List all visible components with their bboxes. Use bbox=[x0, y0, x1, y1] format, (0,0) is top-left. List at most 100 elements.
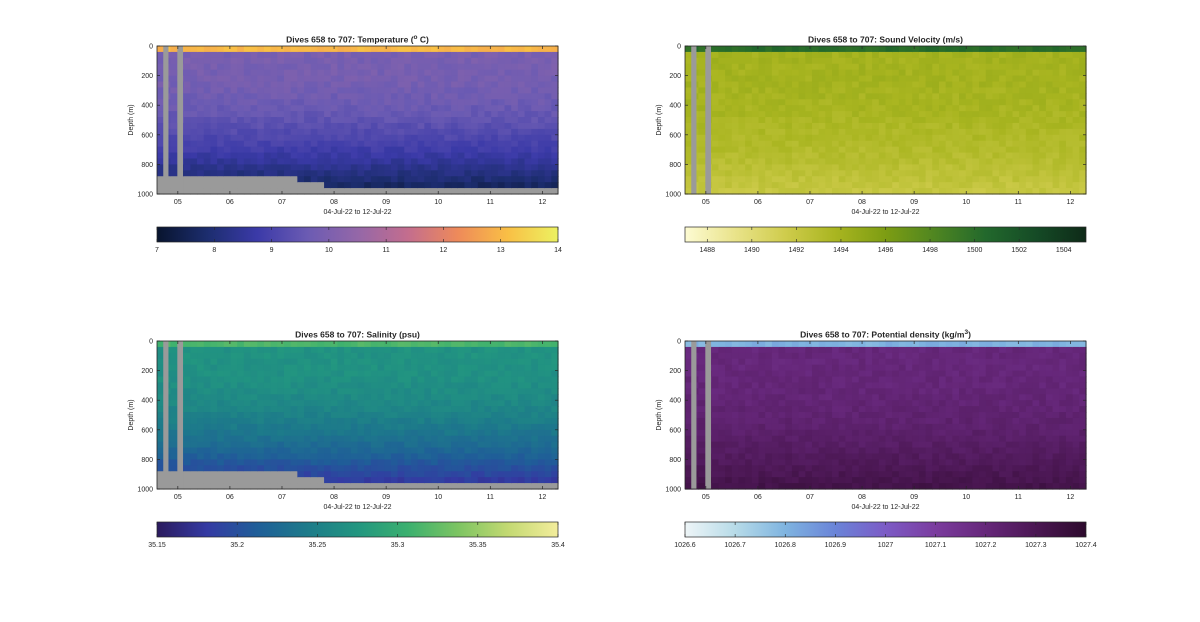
heatmap-cell bbox=[765, 158, 773, 165]
heatmap-cell bbox=[845, 164, 853, 171]
heatmap-cell bbox=[237, 417, 245, 425]
heatmap-cell bbox=[390, 400, 399, 407]
heatmap-cell bbox=[738, 87, 746, 94]
heatmap-cell bbox=[431, 57, 439, 65]
heatmap-cell bbox=[531, 146, 539, 154]
heatmap-cell bbox=[263, 99, 272, 106]
heatmap-cell bbox=[979, 63, 987, 71]
heatmap-cell bbox=[344, 75, 352, 83]
heatmap-cell bbox=[738, 441, 746, 449]
heatmap-cell bbox=[1045, 99, 1054, 106]
heatmap-cell bbox=[491, 164, 499, 171]
heatmap-cell bbox=[898, 170, 907, 177]
heatmap-cell bbox=[243, 477, 252, 484]
heatmap-cell bbox=[377, 87, 385, 94]
heatmap-cell bbox=[878, 93, 887, 100]
heatmap-cell bbox=[250, 63, 258, 71]
heatmap-cell bbox=[1079, 99, 1087, 106]
heatmap-cell bbox=[384, 170, 392, 177]
heatmap-cell bbox=[484, 176, 492, 183]
heatmap-cell bbox=[203, 63, 212, 71]
heatmap-cell bbox=[283, 176, 292, 183]
heatmap-cell bbox=[832, 164, 840, 171]
heatmap-cell bbox=[277, 46, 285, 53]
heatmap-cell bbox=[1012, 134, 1020, 142]
heatmap-cell bbox=[778, 93, 786, 100]
heatmap-cell bbox=[464, 105, 472, 112]
heatmap-cell bbox=[457, 158, 466, 165]
heatmap-cell bbox=[157, 152, 165, 160]
heatmap-cell bbox=[270, 447, 278, 455]
heatmap-cell bbox=[992, 117, 1000, 124]
heatmap-cell bbox=[390, 75, 399, 83]
heatmap-cell bbox=[223, 477, 232, 484]
heatmap-cell bbox=[898, 152, 907, 160]
heatmap-cell bbox=[551, 69, 559, 77]
heatmap-cell bbox=[685, 117, 693, 124]
heatmap-cell bbox=[872, 158, 880, 165]
heatmap-cell bbox=[791, 152, 800, 160]
heatmap-cell bbox=[791, 69, 800, 77]
heatmap-cell bbox=[183, 370, 192, 378]
heatmap-cell bbox=[230, 46, 238, 53]
heatmap-cell bbox=[424, 483, 432, 490]
heatmap-cell bbox=[925, 158, 933, 165]
heatmap-cell bbox=[437, 429, 445, 437]
heatmap-cell bbox=[1005, 170, 1014, 177]
heatmap-cell bbox=[444, 158, 452, 165]
heatmap-cell bbox=[310, 75, 318, 83]
heatmap-cell bbox=[223, 63, 232, 71]
heatmap-cell bbox=[324, 46, 332, 53]
heatmap-cell bbox=[457, 423, 466, 431]
heatmap-cell bbox=[250, 75, 258, 83]
heatmap-cell bbox=[310, 122, 318, 130]
heatmap-cell bbox=[317, 170, 325, 177]
heatmap-cell bbox=[384, 188, 392, 195]
heatmap-cell bbox=[811, 105, 820, 112]
heatmap-cell bbox=[685, 146, 693, 154]
heatmap-cell bbox=[283, 429, 292, 437]
heatmap-cell bbox=[938, 146, 947, 154]
heatmap-cell bbox=[397, 435, 405, 443]
heatmap-cell bbox=[1059, 81, 1067, 89]
heatmap-cell bbox=[283, 382, 292, 389]
heatmap-cell bbox=[183, 477, 192, 484]
heatmap-cell bbox=[852, 75, 860, 83]
heatmap-cell bbox=[517, 441, 526, 449]
heatmap-cell bbox=[297, 346, 305, 354]
heatmap-cell bbox=[203, 81, 212, 89]
heatmap-cell bbox=[203, 51, 212, 59]
heatmap-cell bbox=[698, 412, 706, 419]
heatmap-cell bbox=[451, 152, 459, 160]
heatmap-cell bbox=[1079, 51, 1087, 59]
heatmap-cell bbox=[1005, 182, 1014, 189]
heatmap-cell bbox=[257, 429, 265, 437]
heatmap-cell bbox=[718, 75, 726, 83]
heatmap-cell bbox=[390, 465, 399, 472]
heatmap-cell bbox=[444, 465, 452, 472]
heatmap-cell bbox=[283, 358, 292, 366]
heatmap-cell bbox=[237, 75, 245, 83]
heatmap-cell bbox=[157, 483, 165, 490]
heatmap-cell bbox=[223, 188, 232, 195]
heatmap-cell bbox=[711, 400, 720, 407]
title-suffix: C) bbox=[418, 35, 430, 45]
heatmap-cell bbox=[785, 46, 793, 53]
heatmap-cell bbox=[424, 406, 432, 413]
heatmap-cell bbox=[417, 406, 425, 413]
heatmap-cell bbox=[731, 152, 740, 160]
heatmap-cell bbox=[197, 152, 205, 160]
heatmap-cell bbox=[297, 69, 305, 77]
heatmap-cell bbox=[811, 75, 820, 83]
heatmap-cell bbox=[952, 158, 960, 165]
heatmap-cell bbox=[885, 128, 893, 136]
heatmap-cell bbox=[751, 417, 760, 425]
heatmap-cell bbox=[477, 122, 486, 130]
heatmap-cell bbox=[898, 87, 907, 94]
heatmap-cell bbox=[751, 152, 760, 160]
heatmap-cell bbox=[477, 346, 486, 354]
heatmap-cell bbox=[324, 471, 332, 478]
heatmap-cell bbox=[959, 51, 967, 59]
temperature-title: Dives 658 to 707: Temperature (o C) bbox=[286, 34, 429, 45]
heatmap-cell bbox=[1025, 46, 1034, 53]
